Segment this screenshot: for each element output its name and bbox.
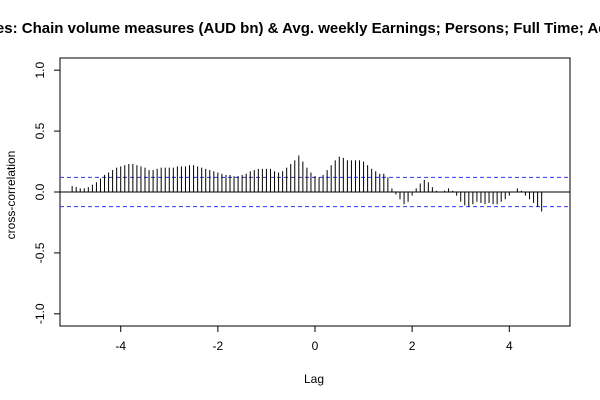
chart-title: ices: Chain volume measures (AUD bn) & A… bbox=[0, 20, 600, 37]
y-tick-label: 1.0 bbox=[33, 62, 47, 79]
y-tick-label: 0.0 bbox=[33, 183, 47, 200]
x-tick-label: 0 bbox=[312, 339, 319, 353]
plot-area: -4 -2 0 2 4 -1.0 -0.5 0.0 0.5 1.0 bbox=[33, 57, 571, 353]
x-tick-label: -2 bbox=[213, 339, 224, 353]
x-tick-label: 4 bbox=[506, 339, 513, 353]
x-axis-label: Lag bbox=[304, 372, 324, 386]
y-tick-label: -0.5 bbox=[33, 242, 47, 263]
y-tick-label: -1.0 bbox=[33, 303, 47, 324]
x-tick-label: 2 bbox=[409, 339, 416, 353]
y-tick-label: 0.5 bbox=[33, 122, 47, 139]
x-tick-label: -4 bbox=[115, 339, 126, 353]
y-axis-label: cross-correlation bbox=[4, 151, 18, 240]
